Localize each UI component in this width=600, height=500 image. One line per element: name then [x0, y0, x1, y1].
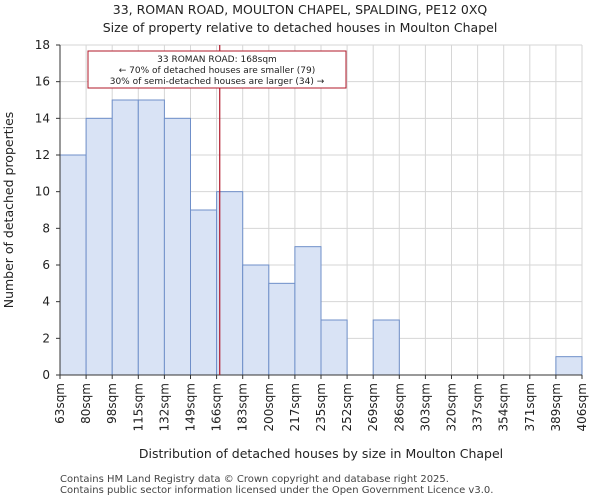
y-tick-label: 16 [35, 75, 50, 89]
y-tick-label: 12 [35, 148, 50, 162]
x-tick-label: 217sqm [288, 383, 302, 431]
y-tick-label: 18 [35, 38, 50, 52]
x-tick-label: 200sqm [262, 383, 276, 431]
x-tick-label: 63sqm [53, 383, 67, 424]
x-tick-label: 115sqm [131, 383, 145, 431]
footer-licence: Contains public sector information licen… [60, 485, 494, 496]
y-tick-label: 2 [42, 331, 50, 345]
histogram-bar [111, 99, 139, 376]
x-tick-label: 286sqm [392, 383, 406, 431]
histogram-bar [190, 209, 218, 376]
x-tick-label: 235sqm [314, 383, 328, 431]
x-tick-label: 252sqm [340, 383, 354, 431]
y-axis-title: Number of detached properties [1, 112, 16, 309]
y-tick-label: 4 [42, 295, 50, 309]
histogram-bar [294, 246, 322, 376]
x-tick-label: 406sqm [575, 383, 589, 431]
x-tick-label: 337sqm [471, 383, 485, 431]
x-tick-label: 389sqm [549, 383, 563, 431]
y-tick-label: 6 [42, 258, 50, 272]
x-tick-label: 354sqm [497, 383, 511, 431]
annotation-box [87, 50, 347, 89]
chart-subtitle: Size of property relative to detached ho… [102, 20, 498, 35]
y-tick-label: 8 [42, 221, 50, 235]
annotation-line-2: ← 70% of detached houses are smaller (79… [119, 66, 316, 76]
annotation-line-3: 30% of semi-detached houses are larger (… [110, 77, 325, 87]
x-tick-label: 303sqm [418, 383, 432, 431]
histogram-bar [137, 99, 165, 376]
histogram-bar [163, 117, 191, 376]
histogram-chart: 0 2 4 6 8 10 12 14 16 18 63sqm 80sqm 98sqm 115sqm 132s… [1, 38, 589, 461]
histogram-bar [216, 191, 244, 376]
x-tick-label: 149sqm [184, 383, 198, 431]
chart-title: 33, ROMAN ROAD, MOULTON CHAPEL, SPALDING… [112, 2, 488, 17]
footer-copyright: Contains HM Land Registry data © Crown c… [60, 474, 449, 485]
y-tick-label: 14 [35, 111, 50, 125]
x-tick-label: 183sqm [236, 383, 250, 431]
histogram-bar [320, 319, 348, 376]
x-tick-label: 132sqm [157, 383, 171, 431]
x-tick-label: 320sqm [445, 383, 459, 431]
annotation-line-1: 33 ROMAN ROAD: 168sqm [157, 55, 277, 65]
x-tick-label: 269sqm [366, 383, 380, 431]
x-tick-label: 166sqm [210, 383, 224, 431]
histogram-bar [85, 117, 113, 376]
histogram-bar [555, 356, 583, 376]
histogram-bar [59, 154, 87, 376]
histogram-bar [268, 282, 296, 376]
y-tick-label: 0 [42, 368, 50, 382]
x-tick-label: 371sqm [523, 383, 537, 431]
x-tick-label: 80sqm [79, 383, 93, 424]
x-axis-title: Distribution of detached houses by size … [139, 446, 503, 461]
histogram-bar [242, 264, 270, 376]
histogram-bar [372, 319, 400, 376]
x-tick-label: 98sqm [105, 383, 119, 424]
y-tick-label: 10 [35, 185, 50, 199]
